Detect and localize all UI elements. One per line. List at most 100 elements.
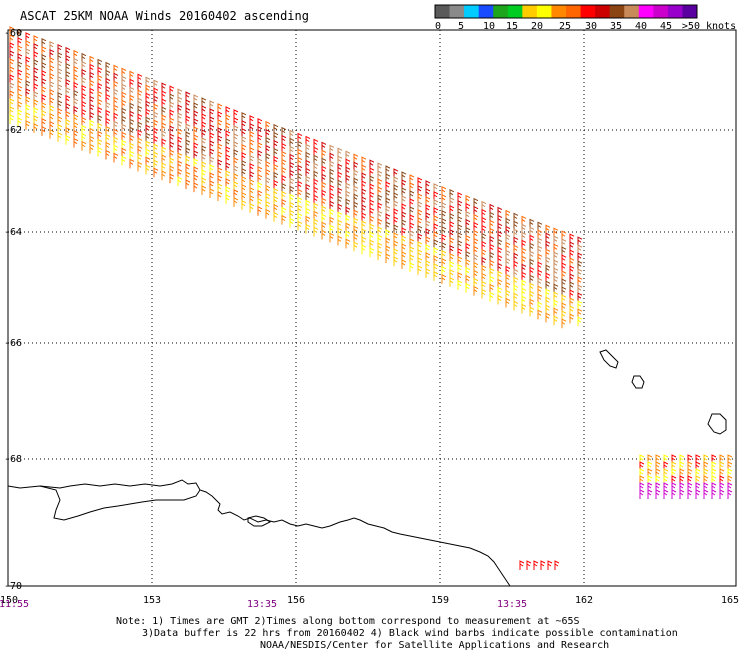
wind-barb	[81, 92, 87, 103]
wind-barb	[497, 246, 503, 257]
wind-barb	[481, 288, 487, 299]
wind-barb	[297, 148, 303, 159]
wind-barb	[425, 244, 431, 254]
wind-barb	[65, 54, 71, 65]
wind-barb	[417, 177, 423, 187]
wind-barb	[457, 279, 463, 290]
wind-barb	[353, 169, 359, 180]
wind-barb	[417, 257, 423, 267]
wind-barb	[345, 214, 351, 225]
scale-label: 10	[482, 21, 496, 32]
wind-barb	[441, 194, 447, 204]
wind-barb	[385, 213, 391, 224]
wind-barb	[113, 80, 119, 91]
wind-barb	[185, 147, 191, 158]
wind-barb	[401, 243, 407, 254]
wind-barb	[569, 305, 575, 316]
time-labels: 11:55 13:35 13:35	[0, 599, 527, 610]
wind-barb	[703, 482, 709, 492]
wind-barb	[289, 161, 295, 172]
wind-barb	[233, 133, 239, 143]
wind-barb	[353, 233, 359, 244]
wind-barb	[89, 103, 95, 114]
wind-barb	[417, 233, 423, 243]
wind-barb	[433, 239, 439, 249]
wind-barb	[369, 215, 375, 226]
wind-barb	[49, 96, 55, 107]
wind-barb	[201, 145, 207, 156]
wind-barb	[265, 184, 271, 195]
wind-barb	[313, 170, 319, 181]
scale-label: 15	[505, 21, 519, 32]
wind-barb	[425, 252, 431, 262]
wind-barb	[647, 482, 653, 492]
wind-barb	[529, 226, 535, 237]
wind-barb	[727, 461, 733, 471]
wind-barb	[209, 116, 215, 126]
wind-barb	[129, 134, 135, 145]
wind-barb	[569, 281, 575, 292]
wind-barb	[265, 128, 271, 139]
wind-barb	[639, 468, 645, 478]
wind-barb	[9, 34, 15, 44]
wind-barb	[537, 309, 543, 320]
wind-barb	[497, 222, 503, 233]
wind-barb	[121, 91, 127, 102]
wind-barb	[433, 223, 439, 233]
wind-barb	[393, 192, 399, 203]
wind-barb	[153, 167, 159, 178]
wind-barb	[321, 213, 327, 224]
wind-barb	[361, 196, 367, 207]
wind-barb	[409, 174, 415, 184]
wind-barb	[561, 254, 567, 265]
wind-barb	[719, 468, 725, 478]
wind-barb	[465, 194, 471, 205]
wind-barb	[663, 468, 669, 478]
wind-barb	[369, 167, 375, 178]
scale-swatch	[667, 5, 683, 18]
wind-barb	[433, 207, 439, 217]
wind-barb	[417, 201, 423, 211]
wind-barb	[257, 117, 263, 128]
wind-barb	[361, 156, 367, 167]
wind-barb	[577, 292, 583, 303]
island-2	[631, 375, 645, 389]
wind-barb	[345, 158, 351, 169]
wind-barb	[49, 64, 55, 75]
wind-barb	[473, 285, 479, 296]
wind-barb	[647, 468, 653, 478]
wind-barb	[129, 70, 135, 81]
wind-barb	[41, 54, 47, 64]
wind-barb	[209, 164, 215, 174]
wind-barb	[9, 114, 15, 124]
wind-barb	[185, 107, 191, 118]
wind-barb	[225, 154, 231, 164]
wind-barb	[25, 120, 31, 130]
wind-barb	[655, 468, 661, 478]
wind-barb	[505, 217, 511, 228]
wind-barb	[121, 107, 127, 118]
wind-barb	[145, 84, 151, 95]
wind-barb	[663, 489, 669, 499]
wind-barb	[201, 97, 207, 108]
wind-barb	[297, 156, 303, 167]
wind-barb	[513, 300, 519, 311]
wind-barb	[345, 190, 351, 201]
wind-barb	[345, 174, 351, 185]
wind-barb	[33, 51, 39, 61]
wind-barb	[441, 274, 447, 284]
wind-barb	[257, 141, 263, 152]
wind-barb	[121, 131, 127, 142]
wind-barb	[73, 73, 79, 84]
wind-barb	[545, 280, 551, 291]
wind-barb	[655, 475, 661, 485]
wind-barb	[711, 475, 717, 485]
wind-barb	[225, 122, 231, 132]
wind-barb	[169, 141, 175, 152]
wind-barb	[225, 106, 231, 116]
scale-label: 20	[530, 21, 544, 32]
wind-barb	[17, 53, 23, 63]
wind-barb	[81, 100, 87, 111]
wind-barb	[369, 207, 375, 218]
wind-barb	[553, 299, 559, 310]
